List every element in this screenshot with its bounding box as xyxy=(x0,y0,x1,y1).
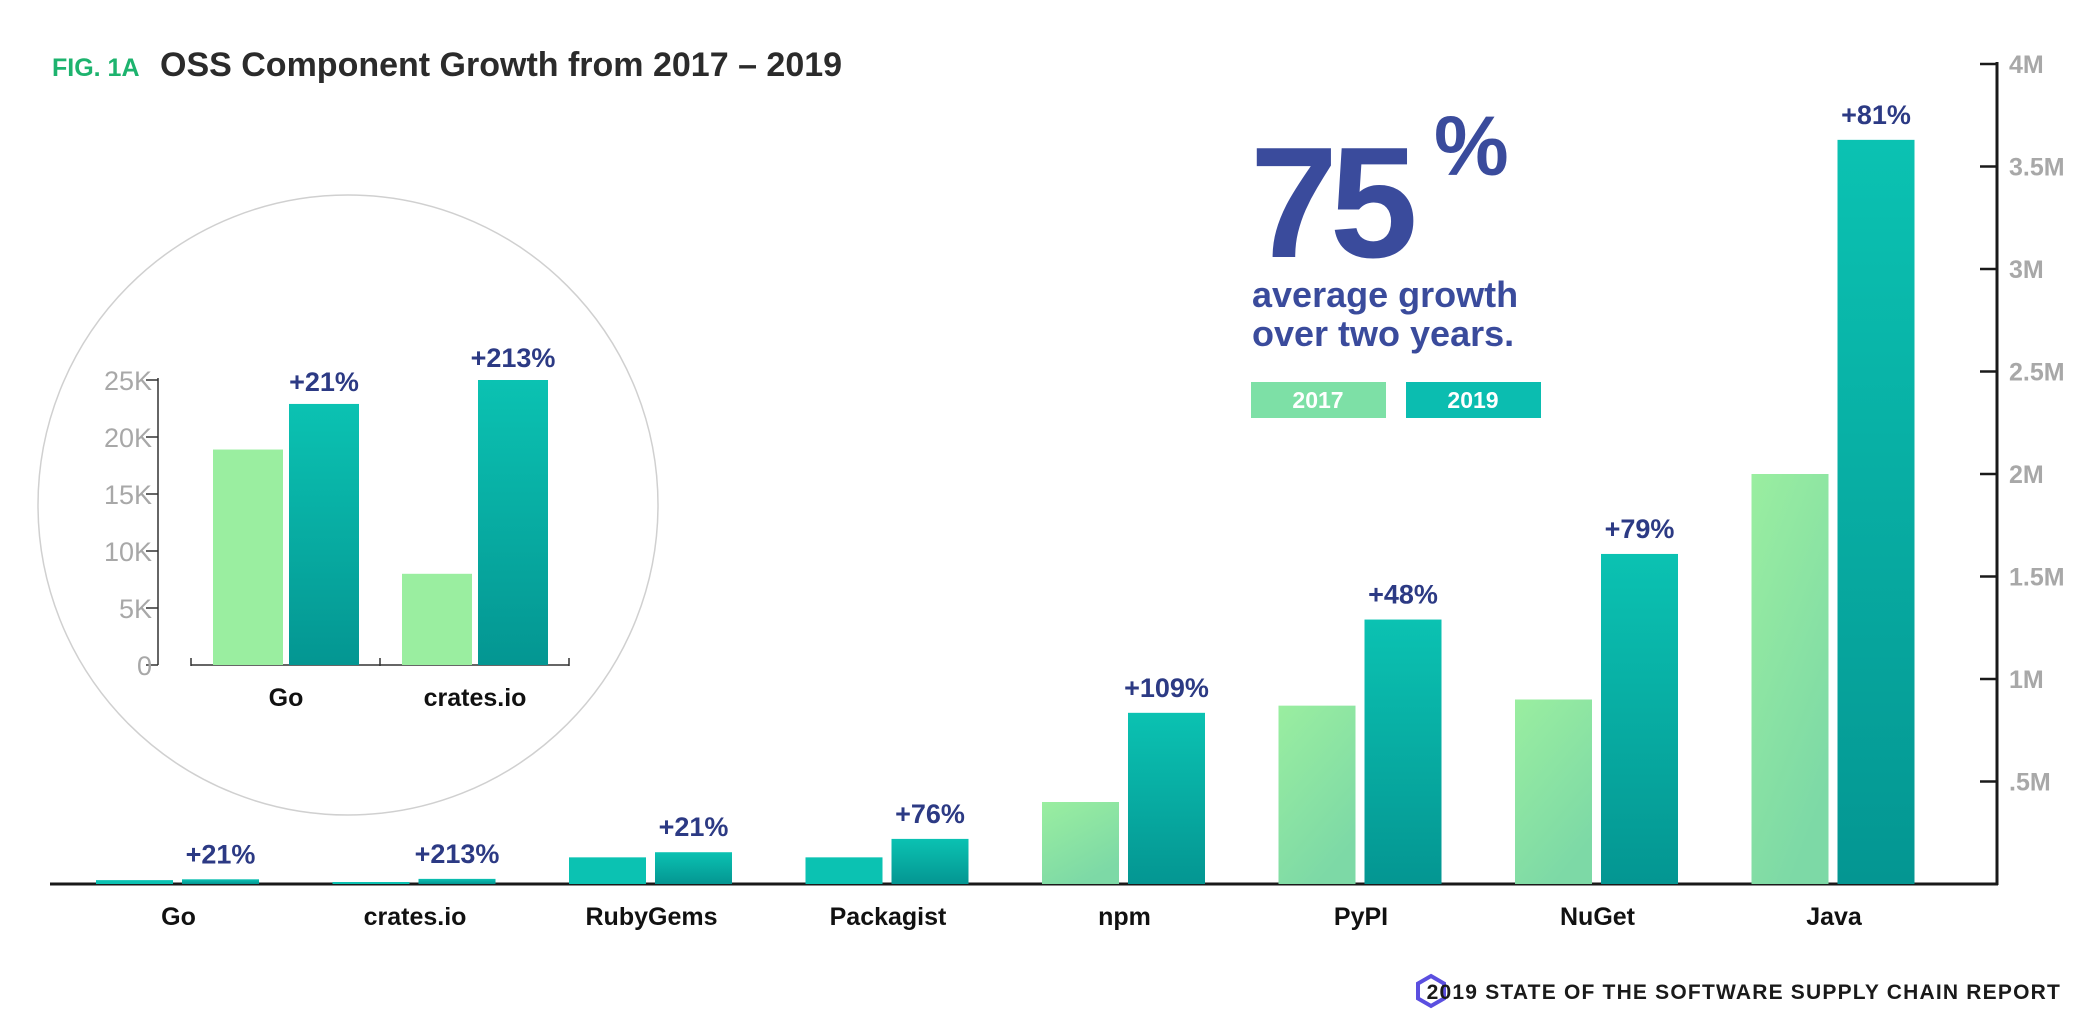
x-category-label: Go xyxy=(161,903,196,931)
x-category-label: Java xyxy=(1806,903,1863,931)
bar-2019-crates-io xyxy=(418,878,496,884)
inset-y-tick-label: 0 xyxy=(137,651,152,681)
chart-title: OSS Component Growth from 2017 – 2019 xyxy=(160,46,842,84)
inset-x-category-label: crates.io xyxy=(424,684,527,712)
callout-percent: % xyxy=(1434,99,1509,193)
y-tick-label: 3.5M xyxy=(2009,154,2065,182)
inset-y-tick-label: 20K xyxy=(104,423,152,453)
y-tick-label: .5M xyxy=(2009,769,2051,797)
bar-2019-go xyxy=(182,879,259,884)
legend-label-2019: 2019 xyxy=(1447,387,1498,413)
growth-label-java: +81% xyxy=(1841,100,1911,130)
inset-circle xyxy=(37,194,659,816)
bar-2019-packagist xyxy=(891,838,969,884)
inset-bar-2019-crates-io xyxy=(478,380,548,665)
inset-chart: 0 5K 10K 15K 20K 25K +21% Go +213% crates.io xyxy=(104,343,570,712)
bar-2019-pypi xyxy=(1364,619,1442,884)
bar-2017-rubygems xyxy=(569,857,646,884)
footer-text: 2019 STATE OF THE SOFTWARE SUPPLY CHAIN … xyxy=(1427,981,2061,1004)
callout-line-2: over two years. xyxy=(1252,313,1514,354)
x-category-label: RubyGems xyxy=(586,903,718,931)
callout-line-1: average growth xyxy=(1252,274,1518,315)
x-category-label: NuGet xyxy=(1560,903,1636,931)
legend-swatch-2019 xyxy=(1406,382,1541,418)
x-category-label: PyPI xyxy=(1334,903,1388,931)
bar-2017-pypi xyxy=(1278,705,1356,884)
legend-swatch-2017 xyxy=(1251,382,1386,418)
y-tick-label: 3M xyxy=(2009,256,2044,284)
inset-bar-2017-crates-io xyxy=(402,573,472,665)
inset-y-tick-label: 10K xyxy=(104,537,152,567)
report-logo-icon xyxy=(1416,973,1446,1009)
legend: 2017 2019 xyxy=(1251,382,1541,418)
y-tick-label: 2.5M xyxy=(2009,359,2065,387)
callout-value: 75 xyxy=(1250,115,1414,291)
main-chart: .5M 1M 1.5M 2M 2.5M 3M 3.5M 4M +21% Go +213% crates… xyxy=(50,51,2065,931)
growth-label-packagist: +76% xyxy=(895,799,965,829)
footer: 2019 STATE OF THE SOFTWARE SUPPLY CHAIN … xyxy=(1416,973,2061,1009)
x-category-label: crates.io xyxy=(364,903,467,931)
bar-2019-nuget xyxy=(1601,553,1678,884)
legend-label-2017: 2017 xyxy=(1292,387,1343,413)
bar-2017-packagist xyxy=(805,857,883,884)
x-category-label: Packagist xyxy=(830,903,947,931)
bar-2017-npm xyxy=(1042,802,1119,884)
inset-x-category-label: Go xyxy=(269,684,304,712)
inset-growth-label-crates-io: +213% xyxy=(471,343,556,373)
bar-2017-java xyxy=(1751,474,1829,884)
bar-2017-nuget xyxy=(1515,699,1592,884)
y-tick-label: 1.5M xyxy=(2009,564,2065,592)
y-tick-label: 2M xyxy=(2009,461,2044,489)
growth-label-nuget: +79% xyxy=(1605,514,1675,544)
bar-2017-crates-io xyxy=(332,882,410,884)
growth-label-pypi: +48% xyxy=(1368,580,1438,610)
growth-label-go: +21% xyxy=(186,839,256,869)
figure-label: FIG. 1A xyxy=(52,54,140,82)
bar-2019-rubygems xyxy=(655,852,732,884)
inset-y-tick-label: 15K xyxy=(104,480,152,510)
inset-bar-2017-go xyxy=(213,449,283,665)
y-tick-label: 4M xyxy=(2009,51,2044,79)
inset-y-tick-label: 5K xyxy=(119,594,152,624)
bar-2019-npm xyxy=(1128,712,1205,884)
growth-label-rubygems: +21% xyxy=(659,812,729,842)
bar-2017-go xyxy=(96,880,173,884)
growth-label-crates-io: +213% xyxy=(415,839,500,869)
y-tick-label: 1M xyxy=(2009,666,2044,694)
bar-2019-java xyxy=(1837,139,1915,885)
x-category-label: npm xyxy=(1098,903,1151,931)
inset-growth-label-go: +21% xyxy=(289,367,359,397)
inset-bar-2019-go xyxy=(289,403,359,665)
growth-label-npm: +109% xyxy=(1124,673,1209,703)
inset-y-tick-label: 25K xyxy=(104,366,152,396)
